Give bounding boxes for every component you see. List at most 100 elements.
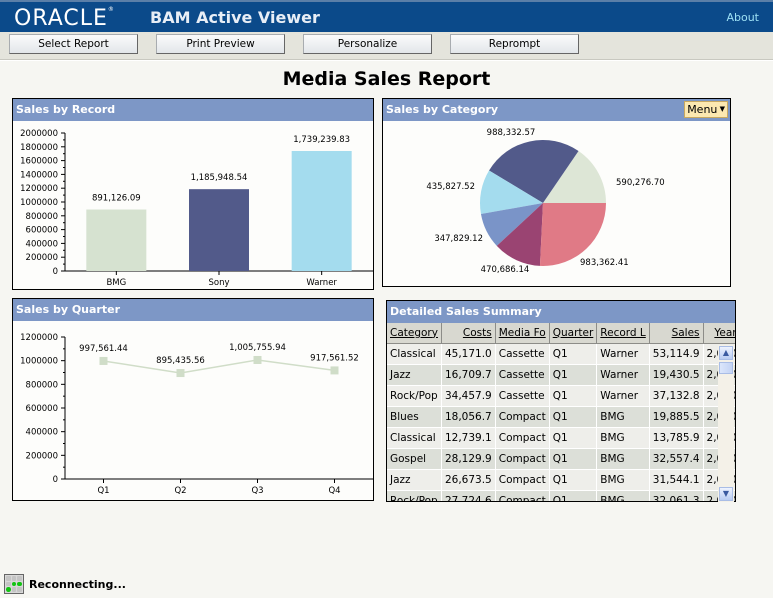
bar-chart: 0 200000 400000 600000 800000 1000000 1200000 1…	[20, 129, 373, 288]
y-tick-label: 1200000	[20, 333, 58, 343]
table-cell: 13,785.9	[649, 427, 704, 449]
data-point-label: 1,005,755.94	[229, 343, 286, 353]
pie-slice-label: 347,829.12	[434, 234, 483, 244]
y-tick-label: 400000	[26, 239, 58, 249]
table-cell: Cassette	[495, 343, 550, 365]
table-cell: 45,171.0	[441, 343, 496, 365]
table-cell: Blues	[387, 406, 442, 428]
data-point-marker[interactable]	[99, 356, 108, 365]
x-tick-label: Q1	[97, 486, 109, 496]
column-header[interactable]: Quarter	[549, 323, 598, 344]
table-cell: 31,544.1	[649, 469, 704, 491]
table-cell: Warner	[596, 343, 650, 365]
menu-button[interactable]: Menu ▼	[684, 101, 728, 118]
table-cell: 53,114.9	[649, 343, 704, 365]
table-row[interactable]: Rock/Pop27,724.6CompactQ1BMG32,061.32,00…	[387, 490, 735, 501]
pie-slice-label: 988,332.57	[487, 128, 536, 138]
table-cell: Q1	[549, 427, 598, 449]
y-tick-label: 1200000	[20, 184, 58, 194]
table-cell: Q1	[549, 385, 598, 407]
table-cell: Q1	[549, 469, 598, 491]
pie-slice-label: 590,276.70	[616, 178, 665, 188]
table-row[interactable]: Classical 45,171.0 Cassette Q1 Warner 53,114.…	[387, 343, 735, 365]
table-cell: Q1	[549, 490, 598, 501]
bar-warner[interactable]	[291, 150, 352, 271]
y-tick-label: 400000	[26, 428, 58, 438]
app-header: ORACLE® BAM Active Viewer About	[0, 0, 773, 32]
menu-label: Menu	[687, 103, 718, 116]
scroll-down-arrow-icon[interactable]: ▼	[719, 487, 733, 501]
pie-slice[interactable]	[539, 203, 606, 266]
data-point-marker[interactable]	[253, 355, 262, 364]
status-text: Reconnecting...	[29, 577, 126, 591]
pie-slice[interactable]	[480, 170, 543, 214]
table-cell: Gospel	[387, 448, 442, 470]
app-title: BAM Active Viewer	[150, 8, 320, 27]
personalize-button[interactable]: Personalize	[303, 34, 432, 54]
table-cell: BMG	[596, 448, 650, 470]
table-cell: Q1	[549, 343, 598, 365]
select-report-button[interactable]: Select Report	[9, 34, 138, 54]
table-cell: Q1	[549, 406, 598, 428]
table-row[interactable]: Jazz16,709.7CassetteQ1Warner19,430.52,00…	[387, 364, 735, 386]
table-row[interactable]: Classical12,739.1CompactQ1BMG13,785.92,0…	[387, 427, 735, 449]
pie-slice[interactable]	[543, 150, 606, 203]
y-tick-label: 200000	[26, 253, 58, 263]
vertical-scrollbar[interactable]: ▲ ▼	[718, 345, 734, 502]
panel-title: Sales by Category	[383, 99, 730, 121]
column-header[interactable]: Record L	[596, 323, 650, 344]
pie-slice[interactable]	[496, 203, 543, 266]
pie-slice-label: 983,362.41	[580, 258, 629, 268]
x-tick-label: Q4	[328, 486, 340, 496]
about-link[interactable]: About	[726, 11, 759, 24]
table-cell: Compact	[495, 448, 550, 470]
table-cell: 27,724.6	[441, 490, 496, 501]
status-bar: Reconnecting...	[4, 574, 126, 594]
toolbar: Select Report Print Preview Personalize …	[0, 32, 773, 60]
reprompt-button[interactable]: Reprompt	[450, 34, 579, 54]
sales-by-record-panel: Sales by Record 0 200000 400000 600000 80000…	[12, 98, 374, 290]
table-cell: Classical	[387, 427, 442, 449]
pie-slice-label: 470,686.14	[481, 265, 530, 275]
y-tick-label: 1600000	[20, 157, 58, 167]
panel-title: Sales by Record	[13, 99, 373, 121]
table-cell: 12,739.1	[441, 427, 496, 449]
bar-sony[interactable]	[189, 189, 249, 271]
column-header[interactable]: Sales	[649, 323, 704, 344]
table-cell: Compact	[495, 469, 550, 491]
column-header[interactable]: Media Fo	[495, 323, 550, 344]
table-cell: Jazz	[387, 364, 442, 386]
table-cell: BMG	[596, 490, 650, 501]
table-cell: Warner	[596, 364, 650, 386]
column-header[interactable]: Year	[703, 323, 735, 344]
pie-slice[interactable]	[489, 140, 579, 203]
y-tick-label: 800000	[26, 380, 58, 390]
y-tick-label: 1400000	[20, 170, 58, 180]
bar-bmg[interactable]	[86, 209, 147, 271]
logo-text: ORACLE	[14, 6, 108, 31]
oracle-logo: ORACLE®	[14, 6, 115, 31]
table-viewport: Category Costs Media Fo Quarter Record L Sale…	[387, 323, 735, 501]
print-preview-button[interactable]: Print Preview	[156, 34, 285, 54]
x-tick-label: Sony	[208, 278, 229, 288]
column-header[interactable]: Costs	[441, 323, 496, 344]
table-cell: Q1	[549, 448, 598, 470]
bar-value-label: 1,739,239.83	[293, 135, 350, 145]
column-header[interactable]: Category	[387, 323, 442, 344]
sales-table: Category Costs Media Fo Quarter Record L Sale…	[387, 323, 735, 501]
data-point-marker[interactable]	[176, 369, 185, 378]
data-point-marker[interactable]	[330, 366, 339, 375]
table-row[interactable]: Rock/Pop 34,457.9 Cassette Q1 Warner 37,132.8…	[387, 385, 735, 407]
y-tick-label: 600000	[26, 226, 58, 236]
pie-slice-label: 435,827.52	[426, 182, 475, 192]
table-cell: Cassette	[495, 364, 550, 386]
scroll-up-arrow-icon[interactable]: ▲	[719, 346, 733, 360]
scroll-thumb[interactable]	[719, 362, 733, 374]
sales-by-category-panel: Sales by Category Menu ▼ 590,276.70 988,3…	[382, 98, 731, 287]
y-tick-label: 2000000	[20, 129, 58, 139]
data-point-label: 917,561.52	[310, 353, 359, 363]
pie-slice[interactable]	[480, 203, 543, 246]
